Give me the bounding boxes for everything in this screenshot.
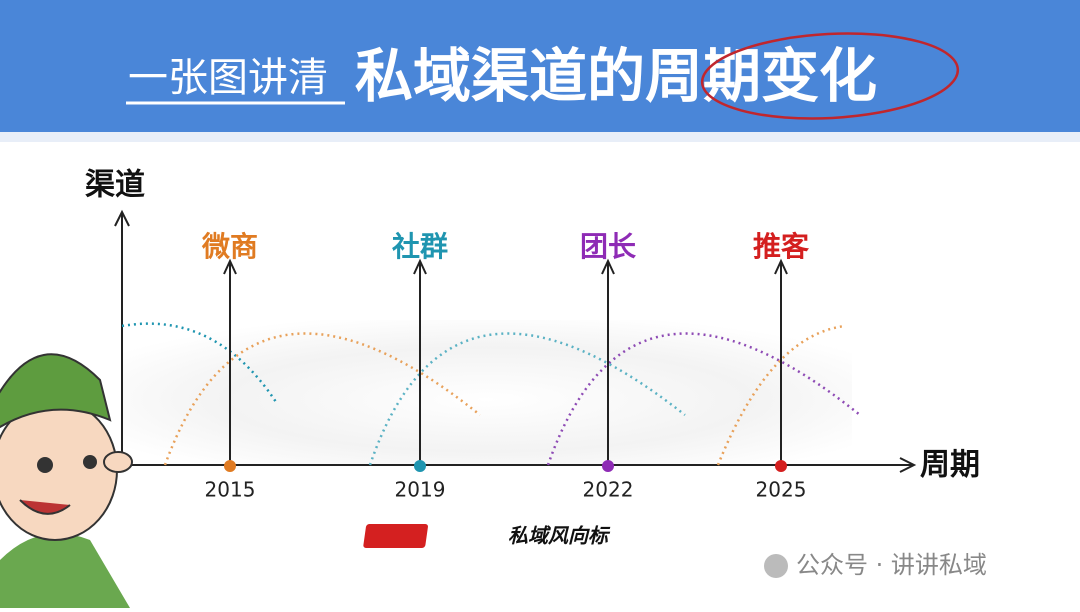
wechat-icon [764,554,788,578]
milestones: 微商 2015 社群 2019 团长 2022 推客 2025 [201,230,810,502]
mascot-cap [0,353,112,429]
milestone-dot [775,460,787,472]
milestone-dot [602,460,614,472]
highlight-ellipse [700,32,960,120]
shade [122,320,852,465]
milestone-year: 2025 [756,478,807,502]
milestone-dot [224,460,236,472]
milestone-label: 社群 [392,230,448,263]
milestone-dot [414,460,426,472]
milestone-arrowhead [601,258,615,275]
mascot-body [0,533,130,608]
curve [716,324,846,466]
header-title: 私域渠道的周期变化 [355,42,877,110]
milestone-arrowhead [774,258,788,275]
curve [546,332,861,466]
mascot-eye [37,457,53,473]
logo-box [363,524,428,548]
milestone-arrowhead [413,258,427,275]
curve [368,332,686,466]
header-band [0,0,1080,132]
mascot-mouth [19,499,71,515]
milestone-arrowhead [223,258,237,275]
cycle-curves [121,322,861,466]
mascot-hand [103,451,133,473]
milestone-label: 团长 [580,230,636,263]
milestone-year: 2022 [583,478,634,502]
watermark: 公众号 · 讲讲私域 [796,551,987,579]
logo-text: 讲点会 [448,528,493,546]
header-lead: 一张图讲清 [128,55,328,101]
milestone-label: 推客 [753,230,810,263]
curve [121,322,278,403]
x-axis-label: 周期 [920,448,980,483]
x-arrow [899,457,917,473]
mascot-face [0,399,118,541]
milestone-year: 2015 [205,478,256,502]
curve [163,332,481,466]
mascot [0,353,133,608]
milestone-year: 2019 [395,478,446,502]
y-axis-label: 渠道 [85,168,145,203]
brand-text: 私域风向标 [508,524,611,548]
y-arrow [114,209,130,227]
mascot-eye [83,455,97,469]
milestone-label: 微商 [201,230,258,263]
header-shadow [0,132,1080,142]
